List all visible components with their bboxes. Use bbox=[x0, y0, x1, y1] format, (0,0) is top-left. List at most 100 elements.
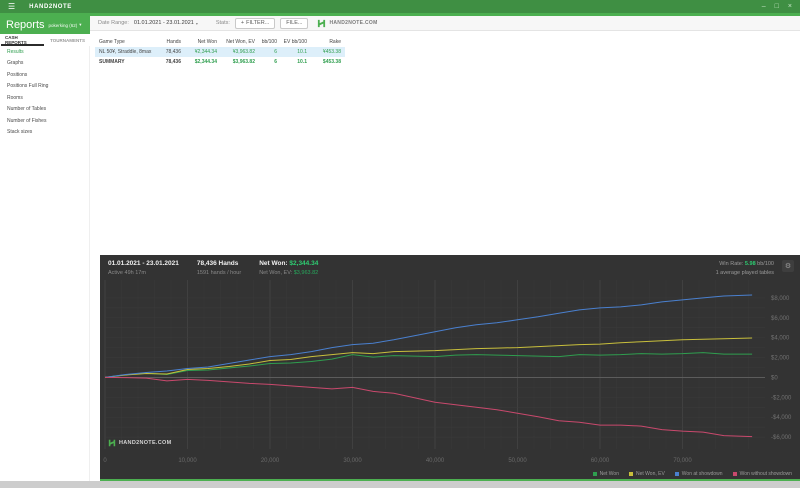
sidebar-item-number-of-tables[interactable]: Number of Tables bbox=[7, 106, 47, 113]
table-row[interactable]: SUMMARY 78,436 $2,344.34 $3,963.82 6 10.1 $453… bbox=[95, 57, 345, 67]
svg-text:-$4,000: -$4,000 bbox=[771, 415, 792, 421]
filter-button-label: FILTER... bbox=[246, 20, 270, 26]
legend-swatch bbox=[628, 472, 633, 476]
winnings-chart-panel: -$6,000 -$4,000 -$2,000 $0 $2,000 $4,000 $6,00… bbox=[100, 255, 800, 481]
hand2note-logo-icon bbox=[108, 439, 116, 447]
column-header[interactable]: Hands bbox=[166, 39, 181, 45]
maximize-button[interactable]: □ bbox=[774, 3, 779, 10]
sidebar: Results Graphs Positions Positions Full Rin… bbox=[0, 46, 90, 481]
sidebar-item-stack-sizes[interactable]: Stack sizes bbox=[7, 129, 33, 136]
legend-item-won-without-showdown[interactable]: Won without showdown bbox=[732, 471, 792, 477]
plus-icon: + bbox=[240, 20, 245, 26]
tab-tournaments[interactable]: TOURNAMENTS bbox=[50, 37, 85, 43]
column-header[interactable]: Net Won bbox=[197, 39, 217, 45]
winnings-graph: -$6,000 -$4,000 -$2,000 $0 $2,000 $4,000 $6,00… bbox=[103, 280, 792, 464]
account-dropdown[interactable]: pokerking (62) ▾ bbox=[49, 22, 82, 28]
chart-date-block: 01.01.2021 - 23.01.2021 Active 49h 17m bbox=[108, 260, 179, 276]
file-button-label: FILE... bbox=[286, 20, 303, 26]
table-cell: 10.1 bbox=[297, 49, 307, 55]
svg-text:$8,000: $8,000 bbox=[771, 296, 790, 302]
sidebar-item-results[interactable]: Results bbox=[7, 48, 24, 55]
legend-item-net-won-ev[interactable]: Net Won, EV bbox=[628, 471, 665, 477]
file-button[interactable]: FILE... bbox=[280, 17, 309, 29]
legend-swatch bbox=[674, 472, 679, 476]
column-header[interactable]: Game Type bbox=[99, 39, 125, 45]
date-range-select[interactable]: 01.01.2021 - 23.01.2021 ▾ bbox=[134, 20, 198, 26]
sidebar-item-graphs[interactable]: Graphs bbox=[7, 60, 24, 67]
chart-winrate-block: Win Rate: 5.98 bb/100 1 average played t… bbox=[716, 261, 774, 276]
net-won-ev-label: Net Won, EV: bbox=[259, 269, 293, 276]
footer-strip bbox=[0, 481, 800, 488]
legend-item-net-won[interactable]: Net Won bbox=[592, 471, 619, 477]
chart-header: 01.01.2021 - 23.01.2021 Active 49h 17m 7… bbox=[108, 260, 318, 276]
svg-text:$2,000: $2,000 bbox=[771, 356, 790, 362]
svg-text:-$6,000: -$6,000 bbox=[771, 435, 792, 441]
table-row[interactable]: NL 50¥, Straddle, 8max 78,436 ¥2,344.34 ¥3,… bbox=[95, 47, 345, 57]
watermark-text: HAND2NOTE.COM bbox=[119, 440, 172, 446]
table-cell: $453.38 bbox=[322, 59, 341, 65]
table-header-row: Game Type Hands Net Won Net Won, EV bb/100 EV… bbox=[95, 37, 345, 47]
svg-text:-$2,000: -$2,000 bbox=[771, 395, 792, 401]
table-cell: $2,344.34 bbox=[194, 59, 217, 65]
chevron-down-icon: ▾ bbox=[79, 22, 82, 27]
table-cell: 6 bbox=[274, 59, 277, 65]
svg-text:$0: $0 bbox=[771, 375, 778, 381]
chart-bottom-accent bbox=[100, 479, 800, 481]
table-cell: 6 bbox=[274, 49, 277, 55]
sidebar-item-positions-full-ring[interactable]: Positions Full Ring bbox=[7, 83, 49, 90]
brand-text: HAND2NOTE.COM bbox=[329, 20, 378, 26]
net-won-value: $2,344.34 bbox=[289, 260, 319, 267]
hand2note-logo-icon bbox=[318, 19, 326, 27]
net-won-label: Net Won: bbox=[259, 260, 288, 267]
tab-cash-reports[interactable]: CASH REPORTS bbox=[0, 34, 45, 46]
sidebar-list: Results Graphs Positions Positions Full Rin… bbox=[0, 46, 89, 138]
sidebar-item-rooms[interactable]: Rooms bbox=[7, 94, 23, 101]
chevron-down-icon: ▾ bbox=[195, 20, 198, 26]
date-range-value: 01.01.2021 - 23.01.2021 bbox=[133, 20, 194, 26]
column-header[interactable]: Rake bbox=[329, 39, 341, 45]
sidebar-item-number-of-fishes[interactable]: Number of Fishes bbox=[7, 117, 47, 124]
column-header[interactable]: bb/100 bbox=[261, 39, 277, 45]
table-cell: 78,436 bbox=[165, 49, 181, 55]
legend-item-won-at-showdown[interactable]: Won at showdown bbox=[674, 471, 723, 477]
chart-hands-per-hour: 1591 hands / hour bbox=[196, 269, 242, 276]
filter-button[interactable]: + FILTER... bbox=[234, 17, 276, 29]
table-cell: $3,963.82 bbox=[232, 59, 255, 65]
window-controls: – □ × bbox=[762, 3, 792, 10]
table-cell: ¥453.38 bbox=[322, 49, 341, 55]
win-rate-label: Win Rate: bbox=[719, 261, 744, 267]
table-cell: SUMMARY bbox=[99, 59, 125, 65]
svg-text:0: 0 bbox=[103, 458, 107, 464]
column-header[interactable]: EV bb/100 bbox=[283, 39, 307, 45]
win-rate-value: 5.98 bbox=[744, 261, 756, 267]
report-tabs: CASH REPORTS TOURNAMENTS bbox=[0, 34, 90, 46]
chart-legend: Net Won Net Won, EV Won at showdown Won wit… bbox=[592, 471, 792, 477]
gear-icon: ⚙ bbox=[784, 263, 792, 270]
svg-text:50,000: 50,000 bbox=[508, 458, 527, 464]
chart-date-range: 01.01.2021 - 23.01.2021 bbox=[108, 260, 179, 267]
svg-text:40,000: 40,000 bbox=[426, 458, 445, 464]
legend-label: Net Won bbox=[599, 471, 619, 477]
hamburger-menu-icon[interactable]: ☰ bbox=[8, 1, 16, 11]
chart-hands-block: 78,436 Hands 1591 hands / hour bbox=[197, 260, 241, 276]
chart-settings-button[interactable]: ⚙ bbox=[782, 260, 794, 272]
minimize-button[interactable]: – bbox=[761, 3, 766, 10]
svg-text:10,000: 10,000 bbox=[178, 458, 197, 464]
table-cell: 78,436 bbox=[165, 59, 181, 65]
chart-watermark: HAND2NOTE.COM bbox=[108, 439, 171, 447]
reports-header: Reports pokerking (62) ▾ bbox=[0, 16, 90, 34]
column-header[interactable]: Net Won, EV bbox=[226, 39, 255, 45]
close-button[interactable]: × bbox=[787, 3, 792, 10]
accent-strip bbox=[0, 13, 800, 16]
avg-tables: 1 average played tables bbox=[715, 269, 774, 276]
account-name: pokerking (62) bbox=[48, 22, 78, 28]
sidebar-item-positions[interactable]: Positions bbox=[7, 71, 28, 78]
table-cell: 10.1 bbox=[297, 59, 307, 65]
svg-text:$4,000: $4,000 bbox=[771, 336, 790, 342]
brand-link[interactable]: HAND2NOTE.COM bbox=[317, 19, 377, 28]
legend-swatch bbox=[592, 472, 597, 476]
svg-text:30,000: 30,000 bbox=[343, 458, 362, 464]
app-title: HAND2NOTE bbox=[29, 3, 72, 10]
stats-label: Stats: bbox=[215, 20, 230, 26]
table-cell: NL 50¥, Straddle, 8max bbox=[99, 49, 152, 55]
